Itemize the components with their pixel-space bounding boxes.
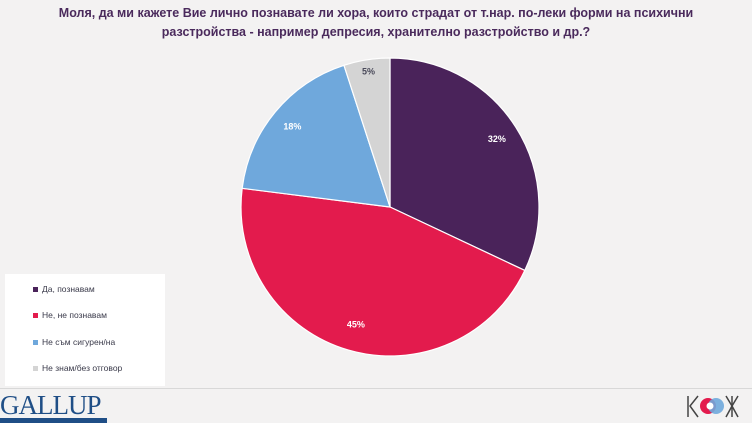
legend-label: Да, познавам: [42, 284, 95, 294]
slice-dont-know: [343, 57, 391, 208]
data-label: 5%: [362, 67, 375, 77]
gallup-logo-bar: [0, 418, 107, 423]
legend-label: Не, не познавам: [42, 310, 107, 320]
legend-label: Не съм сигурен/на: [42, 337, 116, 347]
data-label: 32%: [488, 134, 506, 144]
title-line-1: Моля, да ми кажете Вие лично познавате л…: [58, 6, 694, 20]
slice-no: [240, 187, 526, 357]
gallup-logo: GALLUP: [0, 390, 101, 420]
footer-divider: [0, 388, 752, 389]
legend-item-no: Не, не познавам: [33, 310, 107, 320]
legend-label: Не знам/без отговор: [42, 363, 123, 373]
kok-logo: [687, 395, 739, 418]
legend-item-unsure: Не съм сигурен/на: [33, 337, 115, 347]
legend-swatch: [33, 286, 38, 292]
legend: Да, познавам Не, не познавам Не съм сигу…: [5, 274, 165, 386]
legend-item-dont-know: Не знам/без отговор: [33, 363, 122, 373]
legend-swatch: [33, 365, 38, 371]
slice-unsure: [241, 64, 391, 208]
legend-swatch: [33, 312, 38, 318]
chart-title: Моля, да ми кажете Вие лично познавате л…: [0, 4, 752, 42]
data-label: 18%: [283, 121, 301, 131]
slice-yes: [389, 57, 540, 272]
data-label: 45%: [347, 319, 365, 329]
title-line-2: разстройства - например депресия, хранит…: [161, 25, 591, 39]
legend-item-yes: Да, познавам: [33, 284, 95, 294]
legend-swatch: [33, 339, 38, 345]
